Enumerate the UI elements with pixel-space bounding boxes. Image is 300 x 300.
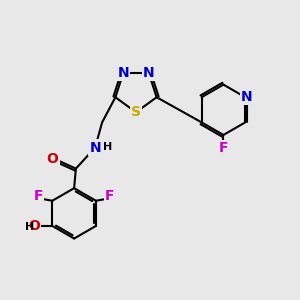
Text: O: O	[46, 152, 58, 166]
Text: F: F	[34, 189, 43, 203]
Text: O: O	[28, 219, 40, 233]
Text: N: N	[89, 141, 101, 154]
Text: N: N	[143, 66, 154, 80]
Text: H: H	[103, 142, 112, 152]
Text: H: H	[26, 222, 35, 232]
Text: N: N	[118, 66, 129, 80]
Text: F: F	[105, 189, 115, 203]
Text: F: F	[219, 141, 228, 155]
Text: N: N	[241, 90, 253, 104]
Text: S: S	[131, 105, 141, 119]
